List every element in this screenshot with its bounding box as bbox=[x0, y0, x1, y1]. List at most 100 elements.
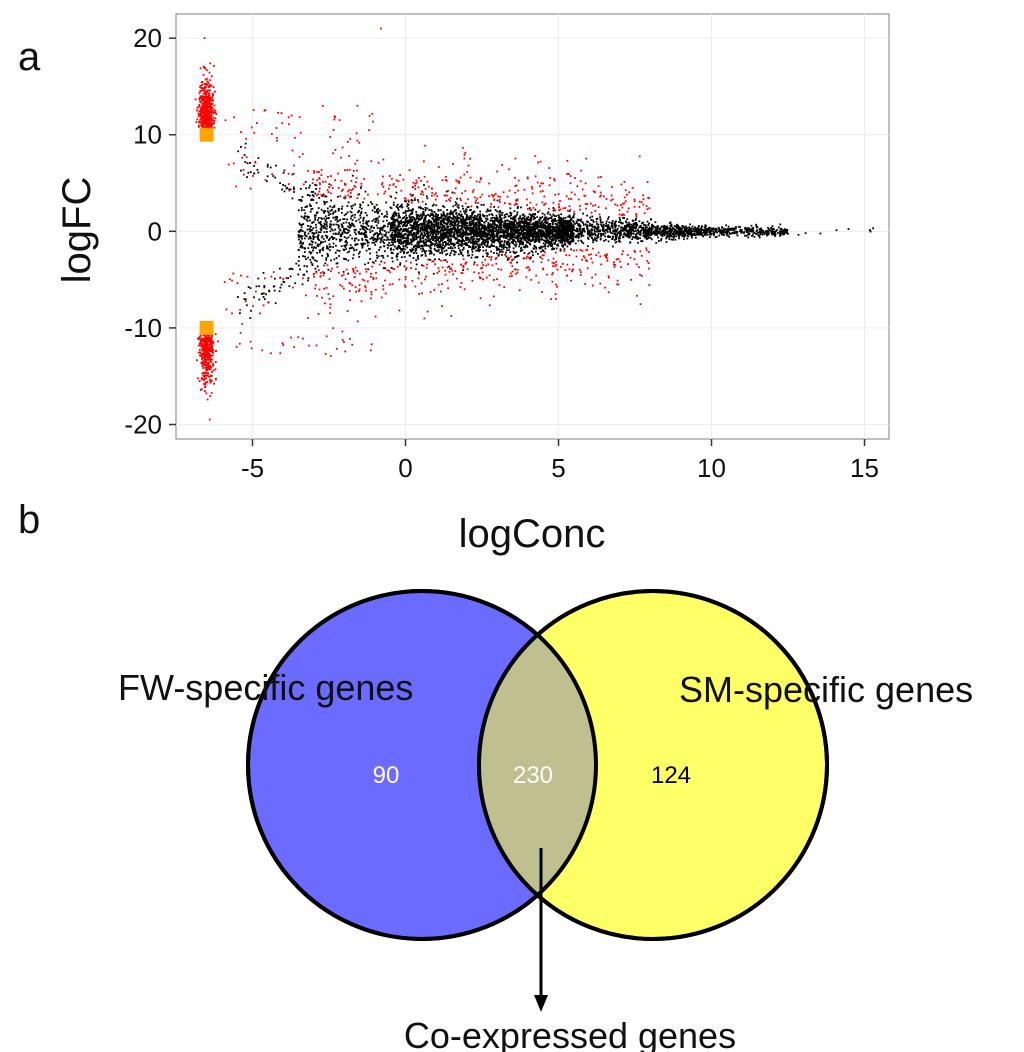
point-not-significant bbox=[630, 228, 633, 231]
point-not-significant bbox=[461, 249, 464, 251]
point-not-significant bbox=[315, 232, 318, 234]
point-not-significant bbox=[304, 231, 307, 234]
point-not-significant bbox=[634, 225, 637, 228]
point-not-significant bbox=[467, 251, 469, 254]
point-not-significant bbox=[407, 251, 410, 254]
point-not-significant bbox=[325, 227, 328, 230]
point-not-significant bbox=[510, 237, 513, 240]
point-not-significant bbox=[559, 221, 561, 224]
point-not-significant bbox=[372, 261, 374, 264]
point-not-significant bbox=[676, 231, 679, 234]
point-not-significant bbox=[654, 226, 657, 229]
point-not-significant bbox=[632, 236, 635, 238]
point-not-significant bbox=[771, 230, 774, 233]
point-not-significant bbox=[723, 229, 726, 232]
point-not-significant bbox=[468, 240, 471, 243]
point-not-significant bbox=[329, 245, 332, 248]
point-not-significant bbox=[345, 213, 347, 215]
point-not-significant bbox=[755, 223, 757, 226]
point-not-significant bbox=[544, 218, 547, 220]
point-not-significant bbox=[570, 217, 573, 220]
point-not-significant bbox=[458, 217, 461, 219]
point-not-significant bbox=[431, 217, 434, 219]
point-not-significant bbox=[663, 231, 666, 234]
point-not-significant bbox=[439, 252, 441, 254]
point-not-significant bbox=[486, 234, 489, 236]
point-not-significant bbox=[336, 249, 339, 252]
point-not-significant bbox=[315, 223, 317, 226]
point-not-significant bbox=[405, 220, 407, 222]
point-not-significant bbox=[613, 223, 616, 226]
point-not-significant bbox=[422, 212, 425, 214]
point-not-significant bbox=[386, 213, 389, 216]
point-not-significant bbox=[532, 222, 535, 225]
point-not-significant bbox=[387, 231, 390, 234]
point-not-significant bbox=[556, 237, 559, 240]
point-not-significant bbox=[540, 223, 542, 226]
point-not-significant bbox=[512, 247, 515, 250]
point-not-significant bbox=[625, 233, 627, 236]
point-not-significant bbox=[509, 237, 511, 240]
point-not-significant bbox=[641, 222, 644, 224]
point-not-significant bbox=[487, 227, 490, 230]
point-not-significant bbox=[779, 228, 782, 230]
point-not-significant bbox=[343, 214, 346, 217]
point-not-significant bbox=[383, 242, 386, 245]
point-not-significant bbox=[471, 238, 474, 241]
point-not-significant bbox=[400, 248, 402, 251]
point-not-significant bbox=[425, 228, 428, 230]
point-not-significant bbox=[519, 217, 522, 219]
point-not-significant bbox=[443, 241, 446, 243]
point-not-significant bbox=[438, 258, 440, 261]
point-not-significant bbox=[496, 232, 498, 234]
point-not-significant bbox=[462, 229, 465, 232]
point-not-significant bbox=[433, 223, 436, 226]
point-not-significant bbox=[484, 240, 487, 242]
point-not-significant bbox=[440, 233, 443, 236]
point-not-significant bbox=[527, 241, 530, 244]
point-not-significant bbox=[411, 249, 414, 251]
point-not-significant bbox=[591, 225, 593, 227]
point-not-significant bbox=[398, 229, 401, 232]
point-not-significant bbox=[487, 222, 490, 224]
point-not-significant bbox=[760, 229, 763, 231]
point-not-significant bbox=[397, 221, 400, 224]
point-not-significant bbox=[690, 236, 693, 239]
point-not-significant bbox=[757, 231, 760, 234]
point-not-significant bbox=[453, 253, 456, 256]
point-not-significant bbox=[423, 242, 425, 244]
point-not-significant bbox=[649, 231, 652, 234]
point-not-significant bbox=[496, 229, 499, 232]
point-not-significant bbox=[465, 233, 468, 236]
point-not-significant bbox=[399, 233, 402, 235]
point-not-significant bbox=[374, 243, 376, 246]
point-not-significant bbox=[410, 218, 413, 221]
point-not-significant bbox=[582, 224, 585, 226]
point-not-significant bbox=[649, 229, 651, 232]
point-not-significant bbox=[678, 235, 680, 238]
point-not-significant bbox=[460, 242, 463, 245]
point-not-significant bbox=[509, 211, 511, 214]
point-not-significant bbox=[739, 230, 741, 233]
point-not-significant bbox=[366, 228, 369, 230]
point-not-significant bbox=[476, 235, 478, 238]
point-not-significant bbox=[347, 229, 349, 231]
point-not-significant bbox=[417, 235, 420, 238]
point-not-significant bbox=[715, 229, 718, 232]
point-not-significant bbox=[720, 233, 723, 236]
point-not-significant bbox=[425, 235, 428, 238]
point-not-significant bbox=[390, 244, 392, 247]
point-not-significant bbox=[726, 231, 728, 234]
point-not-significant bbox=[569, 220, 571, 223]
point-not-significant bbox=[437, 209, 440, 212]
point-not-significant bbox=[360, 224, 363, 227]
point-not-significant bbox=[714, 228, 717, 231]
point-not-significant bbox=[601, 221, 604, 224]
point-not-significant bbox=[470, 222, 473, 225]
point-not-significant bbox=[341, 211, 343, 214]
point-not-significant bbox=[408, 242, 411, 244]
point-not-significant bbox=[499, 214, 502, 217]
point-not-significant bbox=[734, 230, 737, 233]
point-not-significant bbox=[396, 218, 399, 221]
point-not-significant bbox=[454, 243, 456, 246]
